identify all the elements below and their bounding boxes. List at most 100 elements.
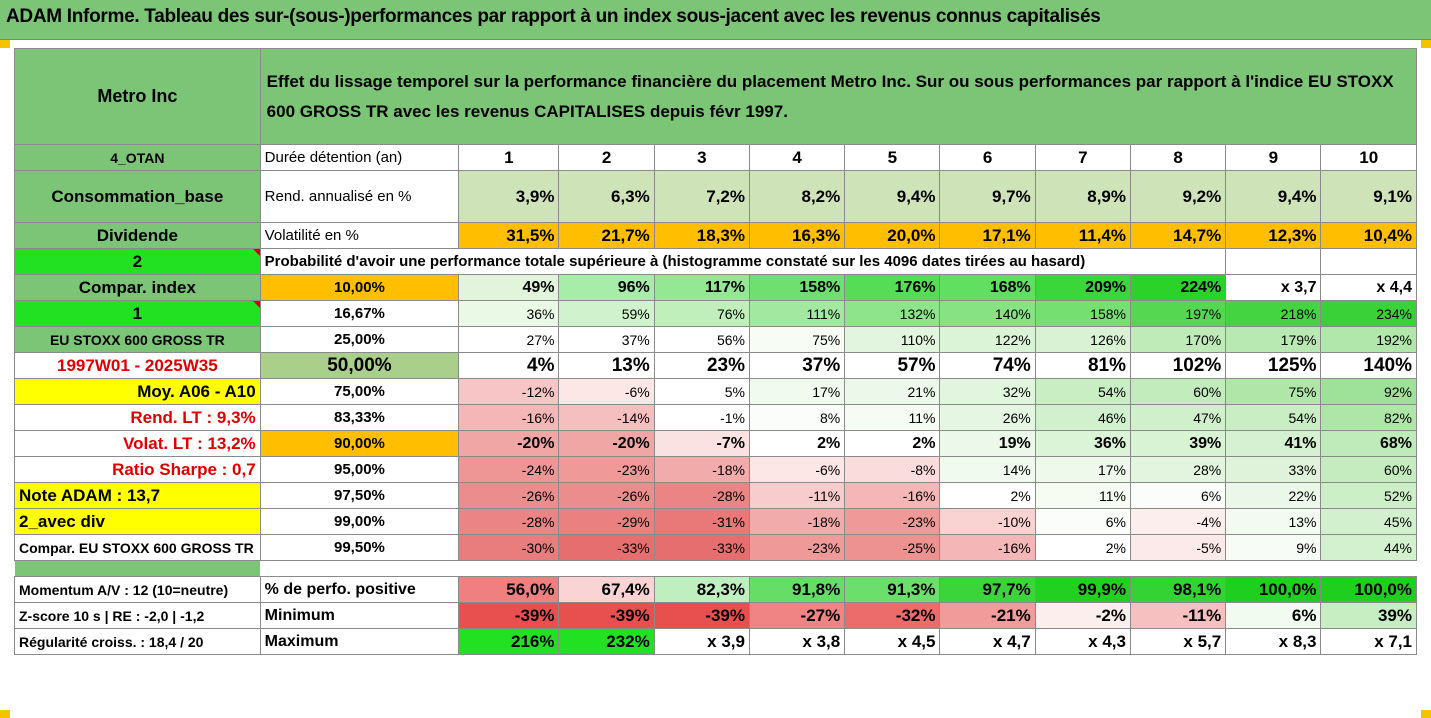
minimum-cell: 6% bbox=[1225, 602, 1322, 629]
perfo-pos-cell: 67,4% bbox=[558, 576, 655, 603]
perfo-pos-cell: 91,3% bbox=[844, 576, 941, 603]
rend-cell: 9,4% bbox=[844, 170, 941, 223]
volat-cell: 31,5% bbox=[458, 222, 560, 249]
percentile-value-cell: 82% bbox=[1320, 404, 1417, 431]
percentile-value-cell: 192% bbox=[1320, 326, 1417, 353]
percentile-value-cell: 47% bbox=[1129, 404, 1227, 431]
label-avec-div: 2_avec div bbox=[14, 508, 261, 535]
percentile-value-cell: 158% bbox=[748, 274, 846, 301]
rend-cell: 9,1% bbox=[1320, 170, 1417, 223]
percentile-row: Rend. LT : 9,3% 83,33% -16% -14% -1% 8% 11% 26%… bbox=[14, 404, 1417, 431]
max-row: Régularité croiss. : 18,4 / 20 Maximum 2… bbox=[14, 628, 1417, 655]
label-one: 1 bbox=[14, 300, 261, 327]
year-cell: 6 bbox=[939, 144, 1036, 171]
percentile-value-cell: 125% bbox=[1225, 352, 1322, 379]
percentile-rows: Compar. index 10,00% 49% 96% 117% 158% 176% 168… bbox=[14, 274, 1417, 561]
empty-cell bbox=[1225, 248, 1322, 275]
percentile-value-cell: 179% bbox=[1225, 326, 1322, 353]
percentile-value-cell: 234% bbox=[1320, 300, 1417, 327]
percentile-value-cell: 17% bbox=[748, 378, 846, 405]
minimum-cell: -21% bbox=[939, 602, 1036, 629]
percentile-value-cell: -5% bbox=[1129, 534, 1227, 561]
percentile-value-cell: -11% bbox=[748, 482, 846, 509]
percentile-value-cell: 11% bbox=[844, 404, 941, 431]
header-row: Metro Inc Effet du lissage temporel sur … bbox=[14, 48, 1418, 145]
percentile-value-cell: -23% bbox=[558, 456, 655, 483]
percentile-threshold: 10,00% bbox=[259, 274, 460, 301]
percentile-value-cell: 75% bbox=[748, 326, 846, 353]
percentile-value-cell: -16% bbox=[939, 534, 1036, 561]
percentile-value-cell: 54% bbox=[1034, 378, 1131, 405]
minimum-cell: -2% bbox=[1034, 602, 1131, 629]
percentile-value-cell: -18% bbox=[653, 456, 750, 483]
label-note: Note ADAM : 13,7 bbox=[14, 482, 261, 509]
percentile-value-cell: 56% bbox=[653, 326, 750, 353]
percentile-threshold: 99,00% bbox=[259, 508, 460, 535]
label-dividende: Dividende bbox=[14, 222, 261, 249]
percentile-value-cell: 140% bbox=[939, 300, 1036, 327]
percentile-value-cell: 49% bbox=[458, 274, 560, 301]
label-otan: 4_OTAN bbox=[14, 144, 261, 171]
year-cell: 9 bbox=[1225, 144, 1322, 171]
percentile-row: EU STOXX 600 GROSS TR 25,00% 27% 37% 56% 75% 1… bbox=[14, 326, 1417, 353]
percentile-value-cell: -16% bbox=[844, 482, 941, 509]
percentile-threshold: 95,00% bbox=[259, 456, 460, 483]
percentile-value-cell: 6% bbox=[1034, 508, 1131, 535]
rend-cell: 8,9% bbox=[1034, 170, 1131, 223]
percentile-value-cell: 44% bbox=[1320, 534, 1417, 561]
percentile-value-cell: 68% bbox=[1320, 430, 1417, 457]
percentile-value-cell: -18% bbox=[748, 508, 846, 535]
volat-cell: 10,4% bbox=[1320, 222, 1417, 249]
percentile-value-cell: -7% bbox=[653, 430, 750, 457]
maximum-cell: x 5,7 bbox=[1129, 628, 1227, 655]
corner-marker bbox=[1421, 40, 1431, 48]
percentile-value-cell: -28% bbox=[458, 508, 560, 535]
volat-cell: 18,3% bbox=[653, 222, 750, 249]
percentile-threshold: 75,00% bbox=[259, 378, 460, 405]
percentile-row: Volat. LT : 13,2% 90,00% -20% -20% -7% 2% 2% 19… bbox=[14, 430, 1417, 457]
percentile-value-cell: 111% bbox=[748, 300, 846, 327]
percentile-value-cell: 92% bbox=[1320, 378, 1417, 405]
percentile-value-cell: 17% bbox=[1034, 456, 1131, 483]
year-cell: 2 bbox=[558, 144, 655, 171]
percentile-value-cell: 14% bbox=[939, 456, 1036, 483]
rend-cell: 9,4% bbox=[1225, 170, 1322, 223]
percentile-value-cell: -6% bbox=[558, 378, 655, 405]
corner-marker bbox=[1421, 710, 1431, 718]
percentile-value-cell: 22% bbox=[1225, 482, 1322, 509]
percentile-value-cell: -10% bbox=[939, 508, 1036, 535]
perfo-pos-cell: 100,0% bbox=[1225, 576, 1322, 603]
volat-cell: 21,7% bbox=[558, 222, 655, 249]
volat-cell: 17,1% bbox=[939, 222, 1036, 249]
percentile-value-cell: 102% bbox=[1129, 352, 1227, 379]
percentile-row: Note ADAM : 13,7 97,50% -26% -26% -28% -11% -1… bbox=[14, 482, 1417, 509]
maximum-cell: x 3,8 bbox=[748, 628, 846, 655]
corner-marker bbox=[0, 710, 10, 718]
percentile-value-cell: 28% bbox=[1129, 456, 1227, 483]
perfo-pos-cell: 91,8% bbox=[748, 576, 846, 603]
rend-cell: 9,2% bbox=[1129, 170, 1227, 223]
percentile-value-cell: -1% bbox=[653, 404, 750, 431]
report-title: ADAM Informe. Tableau des sur-(sous-)per… bbox=[6, 6, 1101, 27]
percentile-value-cell: 57% bbox=[844, 352, 941, 379]
percentile-value-cell: 122% bbox=[939, 326, 1036, 353]
percentile-value-cell: 13% bbox=[1225, 508, 1322, 535]
percentile-value-cell: 37% bbox=[748, 352, 846, 379]
year-cell: 3 bbox=[653, 144, 750, 171]
rend-cell: 3,9% bbox=[458, 170, 560, 223]
maximum-cell: x 7,1 bbox=[1320, 628, 1417, 655]
percentile-value-cell: 132% bbox=[844, 300, 941, 327]
percentile-value-cell: -23% bbox=[748, 534, 846, 561]
maximum-cell: x 3,9 bbox=[653, 628, 750, 655]
percentile-value-cell: 21% bbox=[844, 378, 941, 405]
percentile-threshold: 50,00% bbox=[259, 352, 460, 379]
percentile-value-cell: 11% bbox=[1034, 482, 1131, 509]
percentile-threshold: 99,50% bbox=[259, 534, 460, 561]
percentile-value-cell: 117% bbox=[653, 274, 750, 301]
percentile-value-cell: 126% bbox=[1034, 326, 1131, 353]
rend-cell: 8,2% bbox=[748, 170, 846, 223]
percentile-value-cell: -31% bbox=[653, 508, 750, 535]
rend-cell: 6,3% bbox=[558, 170, 655, 223]
percentile-value-cell: 81% bbox=[1034, 352, 1131, 379]
percentile-row: 1 16,67% 36% 59% 76% 111% 132% 140% 158% 197% 218%… bbox=[14, 300, 1417, 327]
